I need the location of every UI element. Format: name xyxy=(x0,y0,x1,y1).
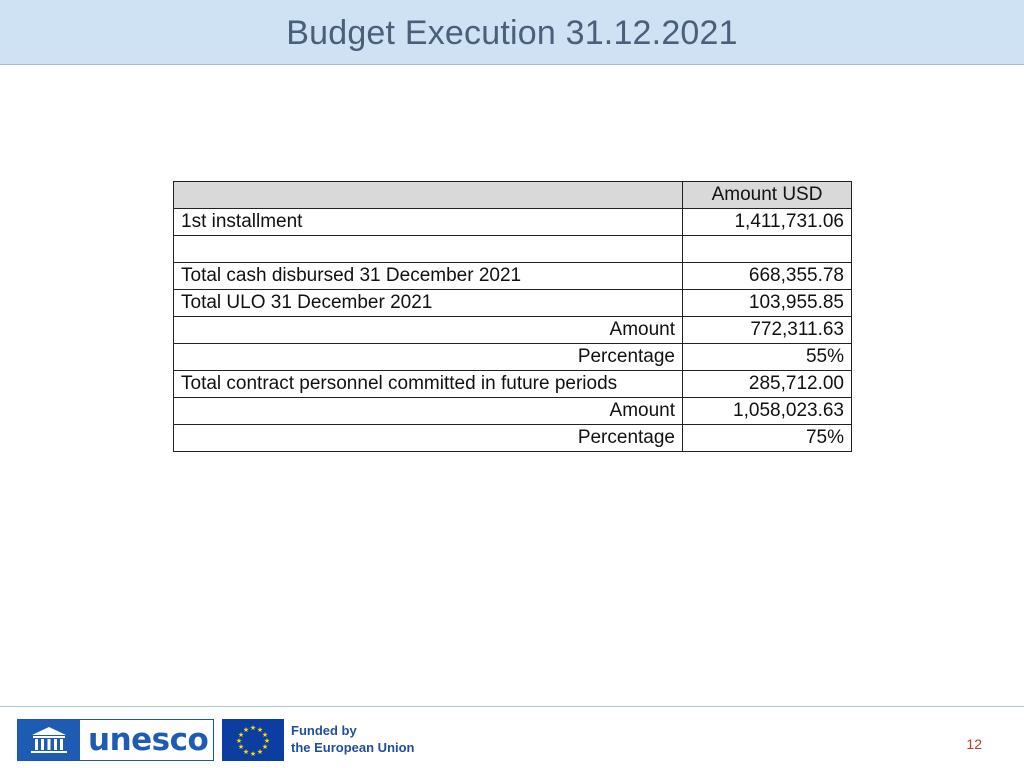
svg-text:★: ★ xyxy=(238,731,244,739)
row-label: Amount xyxy=(173,397,683,425)
svg-text:★: ★ xyxy=(236,737,242,745)
row-value: 772,311.63 xyxy=(682,316,852,344)
table-header-row: Amount USD xyxy=(173,181,852,209)
svg-text:★: ★ xyxy=(250,750,256,758)
budget-table: Amount USD 1st installment 1,411,731.06 … xyxy=(173,181,852,452)
unesco-logo: unesco xyxy=(17,719,214,761)
table-row: Percentage 75% xyxy=(173,424,852,452)
table-row: 1st installment 1,411,731.06 xyxy=(173,208,852,236)
temple-icon xyxy=(18,720,80,760)
row-label: Percentage xyxy=(173,424,683,452)
row-label: 1st installment xyxy=(173,208,683,236)
row-value: 55% xyxy=(682,343,852,371)
row-label: Total cash disbursed 31 December 2021 xyxy=(173,262,683,290)
table-row xyxy=(173,235,852,263)
row-label: Total contract personnel committed in fu… xyxy=(173,370,683,398)
slide-title: Budget Execution 31.12.2021 xyxy=(286,14,738,52)
svg-text:★: ★ xyxy=(262,731,268,739)
footer-divider xyxy=(0,706,1024,707)
table-row: Amount 1,058,023.63 xyxy=(173,397,852,425)
header-amount-cell: Amount USD xyxy=(682,181,852,209)
svg-text:★: ★ xyxy=(238,743,244,751)
row-value: 668,355.78 xyxy=(682,262,852,290)
table-row: Amount 772,311.63 xyxy=(173,316,852,344)
page-number: 12 xyxy=(966,736,982,752)
row-value: 1,058,023.63 xyxy=(682,397,852,425)
row-value: 103,955.85 xyxy=(682,289,852,317)
svg-text:★: ★ xyxy=(257,726,263,734)
row-value: 1,411,731.06 xyxy=(682,208,852,236)
row-value: 285,712.00 xyxy=(682,370,852,398)
table-row: Total ULO 31 December 2021 103,955.85 xyxy=(173,289,852,317)
svg-text:★: ★ xyxy=(264,737,270,745)
svg-text:★: ★ xyxy=(250,724,256,732)
row-label xyxy=(173,235,683,263)
svg-text:★: ★ xyxy=(262,743,268,751)
row-label: Percentage xyxy=(173,343,683,371)
eu-label-line1: Funded by xyxy=(291,723,357,738)
svg-text:★: ★ xyxy=(243,748,249,756)
table-row: Total contract personnel committed in fu… xyxy=(173,370,852,398)
eu-flag-icon: ★ ★ ★ ★ ★ ★ ★ ★ ★ ★ ★ ★ xyxy=(222,719,284,761)
row-value xyxy=(682,235,852,263)
header-label-cell xyxy=(173,181,683,209)
row-label: Total ULO 31 December 2021 xyxy=(173,289,683,317)
svg-text:★: ★ xyxy=(243,726,249,734)
eu-label-line2: the European Union xyxy=(291,740,415,755)
svg-text:★: ★ xyxy=(257,748,263,756)
eu-funding-label: Funded by the European Union xyxy=(291,722,415,756)
row-value: 75% xyxy=(682,424,852,452)
table-row: Percentage 55% xyxy=(173,343,852,371)
row-label: Amount xyxy=(173,316,683,344)
unesco-wordmark: unesco xyxy=(88,722,209,758)
table-row: Total cash disbursed 31 December 2021 66… xyxy=(173,262,852,290)
slide-header: Budget Execution 31.12.2021 xyxy=(0,0,1024,65)
